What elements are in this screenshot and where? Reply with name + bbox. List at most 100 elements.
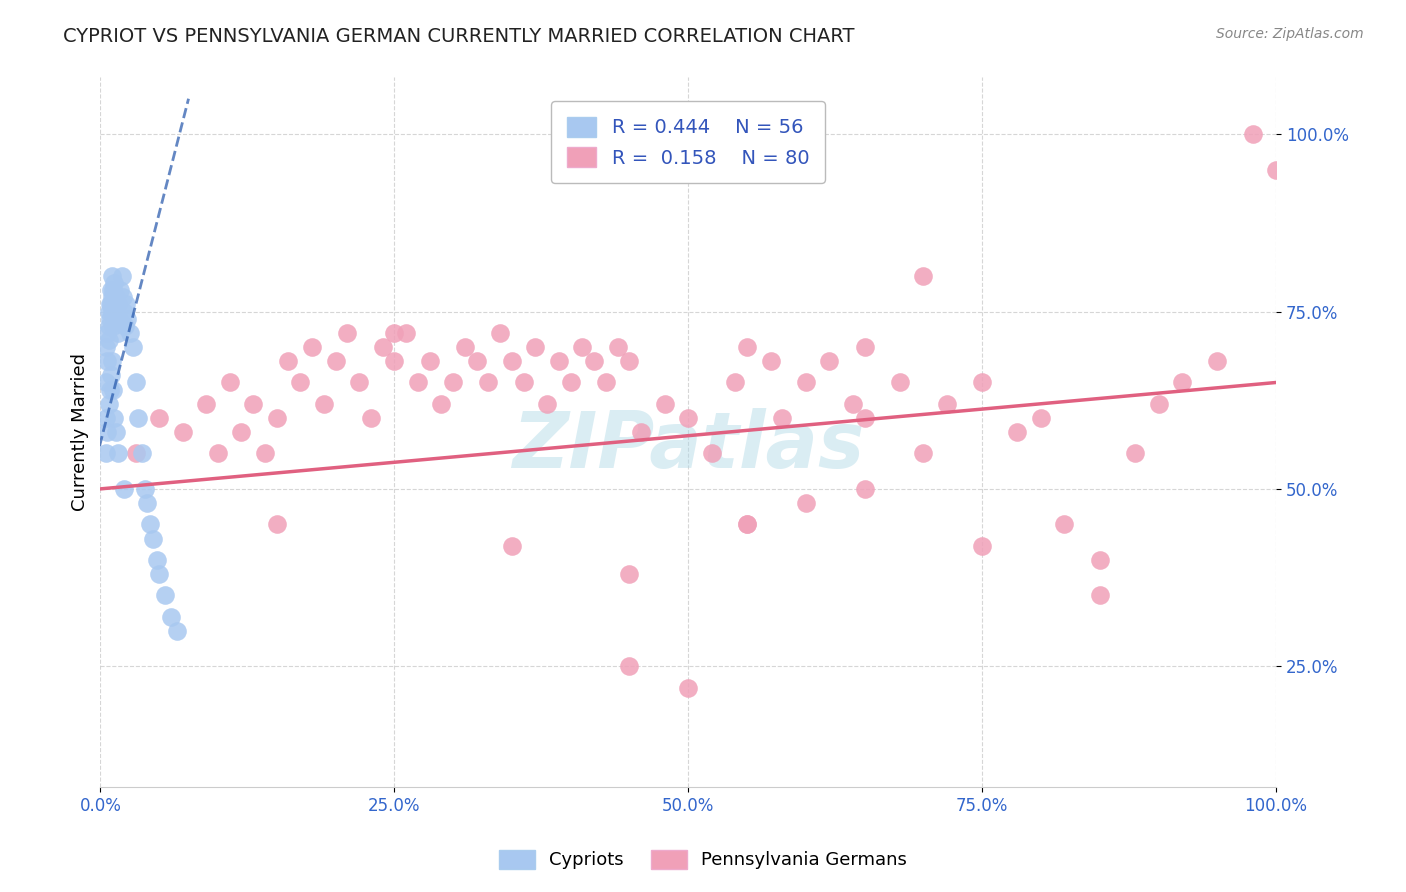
Point [127, 411, 149, 425]
Point [98, 311, 121, 326]
Point [489, 326, 512, 340]
Point [112, 482, 135, 496]
Point [96, 376, 118, 390]
Point [97, 333, 120, 347]
Point [501, 539, 523, 553]
Point [148, 411, 170, 425]
Point [218, 376, 240, 390]
Point [97, 318, 120, 333]
Point [103, 411, 125, 425]
Point [231, 425, 253, 439]
Point [770, 411, 793, 425]
Point [972, 376, 994, 390]
Point [207, 446, 229, 460]
Point [142, 532, 165, 546]
Point [1053, 517, 1076, 532]
Point [111, 290, 134, 304]
Point [301, 340, 323, 354]
Point [794, 376, 817, 390]
Point [148, 567, 170, 582]
Y-axis label: Currently Married: Currently Married [72, 353, 89, 511]
Point [441, 376, 464, 390]
Text: CYPRIOT VS PENNSYLVANIA GERMAN CURRENTLY MARRIED CORRELATION CHART: CYPRIOT VS PENNSYLVANIA GERMAN CURRENTLY… [63, 27, 855, 45]
Point [853, 482, 876, 496]
Point [146, 553, 169, 567]
Point [853, 411, 876, 425]
Point [117, 311, 139, 326]
Point [107, 297, 129, 311]
Point [382, 326, 405, 340]
Point [619, 659, 641, 673]
Point [406, 376, 429, 390]
Point [103, 383, 125, 397]
Point [630, 425, 652, 439]
Point [110, 268, 132, 283]
Point [266, 517, 288, 532]
Point [347, 376, 370, 390]
Point [548, 354, 571, 368]
Point [972, 539, 994, 553]
Point [360, 411, 382, 425]
Point [912, 446, 935, 460]
Point [103, 276, 125, 290]
Point [794, 496, 817, 510]
Point [1265, 162, 1288, 177]
Point [735, 517, 758, 532]
Point [501, 354, 523, 368]
Point [107, 446, 129, 460]
Point [619, 354, 641, 368]
Point [134, 482, 156, 496]
Point [312, 397, 335, 411]
Point [1206, 354, 1229, 368]
Point [889, 376, 911, 390]
Point [138, 517, 160, 532]
Point [465, 354, 488, 368]
Point [676, 681, 699, 695]
Point [114, 318, 136, 333]
Point [536, 397, 558, 411]
Point [583, 354, 606, 368]
Point [115, 297, 138, 311]
Point [735, 517, 758, 532]
Point [512, 376, 534, 390]
Point [606, 340, 628, 354]
Point [818, 354, 841, 368]
Point [101, 290, 124, 304]
Point [336, 326, 359, 340]
Point [1241, 127, 1264, 141]
Point [430, 397, 453, 411]
Point [112, 304, 135, 318]
Point [101, 304, 124, 318]
Point [454, 340, 477, 354]
Point [124, 446, 146, 460]
Point [97, 397, 120, 411]
Point [100, 368, 122, 383]
Point [290, 376, 312, 390]
Point [325, 354, 347, 368]
Point [853, 340, 876, 354]
Point [595, 376, 617, 390]
Point [735, 340, 758, 354]
Point [103, 297, 125, 311]
Point [101, 268, 124, 283]
Point [101, 354, 124, 368]
Point [100, 283, 122, 297]
Text: Source: ZipAtlas.com: Source: ZipAtlas.com [1216, 27, 1364, 41]
Point [1171, 376, 1194, 390]
Point [104, 290, 127, 304]
Point [371, 340, 394, 354]
Point [172, 425, 194, 439]
Point [103, 318, 125, 333]
Point [100, 297, 122, 311]
Point [395, 326, 418, 340]
Point [166, 624, 188, 638]
Point [676, 411, 699, 425]
Point [724, 376, 747, 390]
Point [124, 376, 146, 390]
Point [759, 354, 782, 368]
Point [1088, 553, 1111, 567]
Point [98, 383, 121, 397]
Point [96, 354, 118, 368]
Point [382, 354, 405, 368]
Point [122, 340, 145, 354]
